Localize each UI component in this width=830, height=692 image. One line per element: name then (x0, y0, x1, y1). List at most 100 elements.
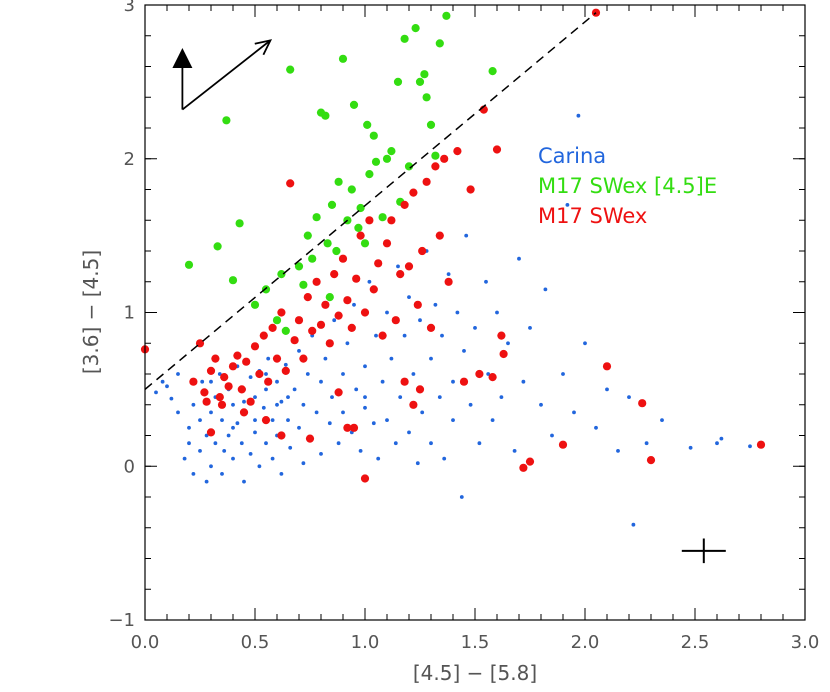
data-point (248, 452, 253, 456)
data-point (367, 279, 372, 284)
data-point (248, 375, 253, 379)
data-point (565, 203, 570, 207)
series-0 (154, 113, 752, 527)
data-point (444, 277, 453, 286)
data-point (305, 434, 315, 443)
x-tick-label: 0.0 (131, 632, 160, 653)
x-axis-title: [4.5] − [5.8] (413, 661, 537, 685)
data-point (220, 418, 224, 422)
legend-entry-m17-swex: M17 SWex (538, 204, 647, 228)
data-point (272, 316, 282, 325)
data-point (404, 262, 414, 271)
data-point (433, 302, 438, 307)
data-point (279, 472, 284, 476)
y-tick-label: 2 (124, 149, 135, 170)
data-point (365, 170, 374, 179)
data-point (187, 441, 191, 446)
data-point (442, 456, 447, 461)
data-point (400, 377, 409, 386)
data-point (277, 308, 286, 317)
data-point (550, 433, 554, 438)
data-point (255, 369, 264, 379)
data-point (382, 154, 392, 163)
data-point (602, 362, 612, 371)
data-point (231, 402, 235, 407)
data-point (246, 397, 255, 406)
x-tick-label: 0.5 (241, 632, 270, 653)
data-point (213, 242, 222, 251)
legend: Carina M17 SWex [4.5]E M17 SWex (538, 144, 717, 228)
data-point (330, 270, 339, 279)
data-point (323, 356, 328, 361)
data-point (521, 379, 526, 384)
series-1 (184, 11, 497, 335)
data-point (253, 430, 257, 435)
data-point (189, 377, 198, 386)
y-tick-label: 0 (124, 456, 135, 477)
data-point (422, 177, 431, 186)
data-point (226, 433, 231, 438)
data-point (176, 410, 180, 415)
data-point (715, 441, 719, 446)
data-point (396, 264, 400, 269)
x-tick-label: 1.0 (351, 632, 380, 653)
data-point (154, 390, 158, 395)
data-point (429, 441, 433, 446)
data-point (325, 293, 334, 302)
data-point (354, 223, 363, 232)
data-point (281, 326, 290, 335)
data-point (299, 280, 308, 289)
data-point (426, 323, 436, 332)
data-point (646, 456, 656, 465)
data-point (297, 349, 301, 353)
data-point (345, 341, 350, 346)
data-point (347, 323, 356, 332)
data-point (250, 300, 260, 309)
data-point (272, 354, 282, 363)
data-point (209, 464, 213, 469)
data-point (638, 399, 647, 408)
data-point (231, 456, 235, 461)
y-axis-title: [3.6] − [4.5] (79, 250, 103, 374)
data-point (215, 393, 224, 402)
data-point (371, 157, 381, 166)
x-tick-label: 1.5 (461, 632, 490, 653)
data-point (418, 318, 422, 323)
data-point (688, 445, 693, 450)
data-point (209, 410, 213, 415)
data-point (459, 377, 469, 386)
data-point (220, 373, 229, 382)
data-point (389, 356, 394, 361)
overlay-layer (144, 12, 726, 564)
data-point (477, 441, 482, 446)
data-point (191, 472, 196, 476)
data-point (402, 333, 407, 338)
data-point (466, 185, 475, 194)
data-point (420, 410, 425, 415)
legend-entry-carina: Carina (538, 144, 606, 168)
data-point (305, 372, 310, 376)
data-point (211, 354, 220, 363)
data-point (231, 425, 235, 430)
data-point (431, 151, 440, 160)
data-point (374, 333, 378, 338)
data-point (435, 231, 444, 240)
data-point (374, 259, 383, 268)
data-point (332, 318, 337, 323)
data-point (631, 522, 636, 527)
data-point (202, 397, 211, 406)
data-point (206, 366, 216, 375)
data-point (237, 385, 246, 394)
data-point (748, 444, 752, 449)
data-point (431, 162, 440, 171)
data-point (264, 377, 273, 386)
data-point (160, 379, 165, 384)
data-point (484, 279, 488, 284)
data-point (261, 405, 266, 410)
data-point (275, 379, 279, 384)
data-layer (140, 8, 766, 527)
data-point (235, 219, 244, 228)
data-point (200, 379, 205, 384)
data-point (400, 34, 409, 43)
